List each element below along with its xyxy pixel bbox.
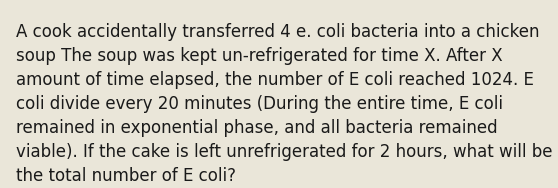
- Text: the total number of E coli?: the total number of E coli?: [16, 167, 235, 185]
- Text: amount of time elapsed, the number of E coli reached 1024. E: amount of time elapsed, the number of E …: [16, 71, 533, 89]
- Text: soup The soup was kept un-refrigerated for time X. After X: soup The soup was kept un-refrigerated f…: [16, 47, 502, 65]
- Text: remained in exponential phase, and all bacteria remained: remained in exponential phase, and all b…: [16, 119, 497, 137]
- Text: viable). If the cake is left unrefrigerated for 2 hours, what will be: viable). If the cake is left unrefrigera…: [16, 143, 552, 161]
- Text: coli divide every 20 minutes (During the entire time, E coli: coli divide every 20 minutes (During the…: [16, 95, 503, 113]
- Text: A cook accidentally transferred 4 e. coli bacteria into a chicken: A cook accidentally transferred 4 e. col…: [16, 23, 539, 41]
